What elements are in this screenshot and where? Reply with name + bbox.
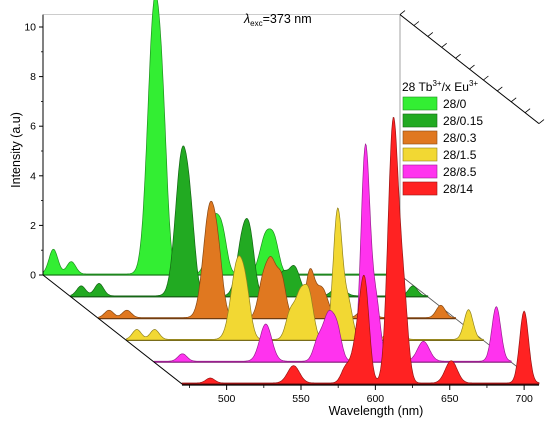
y-tick-label: 6 — [30, 121, 36, 133]
depth-tick — [510, 97, 517, 103]
depth-tick — [469, 64, 475, 70]
y-tick-label: 2 — [30, 220, 36, 232]
depth-tick — [497, 86, 503, 92]
legend-title-eu-charge: 3+ — [469, 79, 478, 88]
legend-label-28/0.15: 28/0.15 — [443, 114, 483, 128]
legend-title-eu: /x Eu — [442, 80, 469, 94]
depth-tick — [538, 119, 545, 124]
x-tick-label: 700 — [515, 393, 533, 405]
depth-tick — [455, 53, 461, 59]
x-tick-label: 600 — [367, 393, 385, 405]
depth-tick — [441, 42, 447, 48]
floor-left-edge — [42, 274, 183, 385]
spectrum-area-28/1.5 — [126, 207, 484, 341]
depth-tick — [524, 108, 531, 114]
series-28/14 — [181, 116, 540, 385]
depth-tick — [427, 32, 434, 37]
legend-swatch-28/0.3 — [402, 130, 438, 145]
y-axis-title: Intensity (a.u) — [9, 112, 23, 188]
excitation-value: =373 nm — [263, 12, 312, 26]
depth-tick — [399, 10, 406, 15]
series-28/0 — [42, 0, 401, 276]
depth-tick — [483, 75, 489, 81]
legend-title: 28 Tb3+/x Eu3+ — [402, 79, 478, 94]
legend-label-28/14: 28/14 — [443, 182, 473, 196]
y-tick-label: 4 — [30, 170, 36, 182]
series-28/1.5 — [126, 207, 484, 341]
x-tick-label: 650 — [441, 393, 459, 405]
legend-label-28/1.5: 28/1.5 — [443, 148, 477, 162]
y-tick-label: 8 — [30, 71, 36, 83]
x-axis-title: Wavelength (nm) — [329, 404, 424, 418]
x-tick-label: 550 — [292, 393, 310, 405]
legend: 28 Tb3+/x Eu3+ 28/028/0.1528/0.328/1.528… — [402, 79, 483, 196]
depth-tick — [413, 21, 420, 26]
legend-swatch-28/0 — [402, 96, 438, 111]
legend-label-28/0: 28/0 — [443, 97, 467, 111]
legend-label-28/8.5: 28/8.5 — [443, 165, 477, 179]
legend-swatch-28/1.5 — [402, 147, 438, 162]
spectrum-area-28/14 — [181, 116, 540, 385]
y-tick-label: 10 — [24, 22, 36, 34]
spectrum-area-28/0 — [42, 0, 401, 276]
y-tick-label: 0 — [30, 270, 36, 282]
x-tick-label: 500 — [218, 393, 236, 405]
legend-title-tb-charge: 3+ — [432, 79, 441, 88]
excitation-annotation: λexc=373 nm — [243, 12, 312, 28]
legend-swatch-28/8.5 — [402, 164, 438, 179]
lambda-symbol: λ — [243, 12, 250, 26]
legend-swatch-28/14 — [402, 181, 438, 196]
legend-label-28/0.3: 28/0.3 — [443, 131, 477, 145]
legend-swatch-28/0.15 — [402, 113, 438, 128]
series-layer — [42, 0, 540, 385]
lambda-subscript: exc — [250, 19, 262, 28]
axes-layer: 0 2 4 6 8 10 500 550 600 650 700 — [24, 14, 539, 405]
legend-title-tb: 28 Tb — [402, 80, 433, 94]
